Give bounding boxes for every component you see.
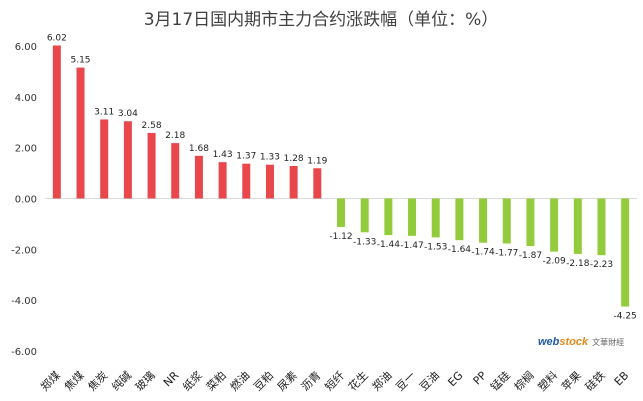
bar-短纤 xyxy=(337,198,345,227)
x-tick-label: 苹果 xyxy=(558,368,583,393)
x-tick-label: EB xyxy=(612,369,631,388)
x-tick-label: 菜粕 xyxy=(203,368,228,393)
bar-豆油 xyxy=(431,198,440,238)
x-tick-label: 焦炭 xyxy=(86,369,111,394)
bar-塑料 xyxy=(550,198,559,252)
x-tick-label: 尿素 xyxy=(275,369,300,394)
bar-菜粕 xyxy=(218,162,227,199)
y-tick-label: -6.00 xyxy=(11,347,37,358)
data-label: 1.37 xyxy=(236,152,256,162)
x-tick-label: 纯碱 xyxy=(109,369,134,394)
x-tick-label: 短纤 xyxy=(322,368,347,393)
x-tick-label: 硅铁 xyxy=(583,369,608,394)
watermark-logo: webstock 文華財經 xyxy=(538,330,630,348)
x-tick-label: 燃油 xyxy=(227,368,252,393)
data-label: -1.33 xyxy=(353,237,376,247)
bar-苹果 xyxy=(573,198,582,254)
bar-NR xyxy=(171,143,180,199)
bar-棕榈 xyxy=(526,198,535,247)
data-label: -1.53 xyxy=(424,242,447,252)
x-tick-label: 纸浆 xyxy=(180,368,205,393)
bar-纸浆 xyxy=(194,155,203,199)
bar-沥青 xyxy=(313,168,322,199)
x-tick-label: 花生 xyxy=(345,368,370,393)
x-tick-label: 郑油 xyxy=(369,368,394,393)
y-tick-label: 0.00 xyxy=(15,195,37,206)
data-label: -1.44 xyxy=(377,240,401,250)
data-label: 1.28 xyxy=(284,154,304,164)
bar-PP xyxy=(479,198,488,243)
data-label: -2.23 xyxy=(590,260,613,270)
data-label: 1.33 xyxy=(260,153,280,163)
data-label: 2.58 xyxy=(142,121,162,131)
x-tick-label: PP xyxy=(471,369,490,388)
bar-花生 xyxy=(360,198,369,233)
data-label: 3.04 xyxy=(118,109,138,119)
bar-焦炭 xyxy=(100,119,109,199)
y-tick-label: -2.00 xyxy=(11,245,37,256)
chart-title: 3月17日国内期市主力合约涨跌幅（单位：%） xyxy=(144,10,499,30)
data-label: 2.18 xyxy=(165,131,185,141)
bar-EB xyxy=(621,198,630,307)
bar-硅铁 xyxy=(597,198,606,256)
bar-焦煤 xyxy=(76,67,85,199)
data-label: 1.43 xyxy=(213,150,233,160)
data-label: -2.09 xyxy=(542,257,566,267)
data-label: 5.15 xyxy=(70,56,90,66)
bar-纯碱 xyxy=(123,121,132,199)
data-label: 1.68 xyxy=(189,144,209,154)
x-tick-label: 锰硅 xyxy=(487,368,512,393)
x-tick-label: 豆一 xyxy=(393,369,418,394)
bar-郑油 xyxy=(384,198,393,236)
bar-玻璃 xyxy=(147,132,156,199)
y-axis: 6.00 4.00 2.00 0.00 -2.00 -4.00 -6.00 xyxy=(11,42,637,358)
watermark-cn: 文華財經 xyxy=(592,338,625,347)
x-tick-label: 豆粕 xyxy=(251,368,276,393)
x-tick-label: 棕榈 xyxy=(511,368,536,393)
x-tick-label: 玻璃 xyxy=(132,368,157,393)
x-tick-label: 塑料 xyxy=(535,368,560,393)
data-label: -1.77 xyxy=(495,248,518,258)
x-tick-label: 焦煤 xyxy=(62,369,87,394)
bar-郑煤 xyxy=(52,45,61,199)
bar-尿素 xyxy=(289,165,298,199)
y-tick-label: 2.00 xyxy=(15,144,37,155)
x-tick-label: EG xyxy=(445,369,465,389)
bar-燃油 xyxy=(242,163,251,199)
bar-豆粕 xyxy=(265,164,274,199)
data-label: 3.11 xyxy=(94,107,114,117)
watermark-web: web xyxy=(538,336,560,348)
data-label: -2.18 xyxy=(566,259,590,269)
bar-EG xyxy=(455,198,464,241)
x-tick-label: 豆油 xyxy=(416,368,441,393)
watermark-stock: stock xyxy=(559,336,589,348)
y-tick-label: -4.00 xyxy=(11,296,37,307)
x-tick-label: 郑煤 xyxy=(38,368,63,393)
bar-豆一 xyxy=(408,198,417,236)
x-tick-label: NR xyxy=(161,369,182,390)
data-label: -1.87 xyxy=(519,251,542,261)
bar-锰硅 xyxy=(502,198,511,244)
data-label: -1.74 xyxy=(471,248,495,258)
data-label: -1.12 xyxy=(329,232,352,242)
x-tick-label: 沥青 xyxy=(299,369,324,394)
data-label: -4.25 xyxy=(614,312,637,322)
data-label: -1.47 xyxy=(400,241,423,251)
data-label: -1.64 xyxy=(448,245,472,255)
y-tick-label: 4.00 xyxy=(15,93,37,104)
bars-group: 6.02 5.15 3.11 3.04 2.582.18 1.68 1.43 1.37 1.33… xyxy=(47,33,637,321)
data-label: 1.19 xyxy=(307,156,327,166)
data-label: 6.02 xyxy=(47,33,67,43)
y-tick-label: 6.00 xyxy=(15,42,37,53)
